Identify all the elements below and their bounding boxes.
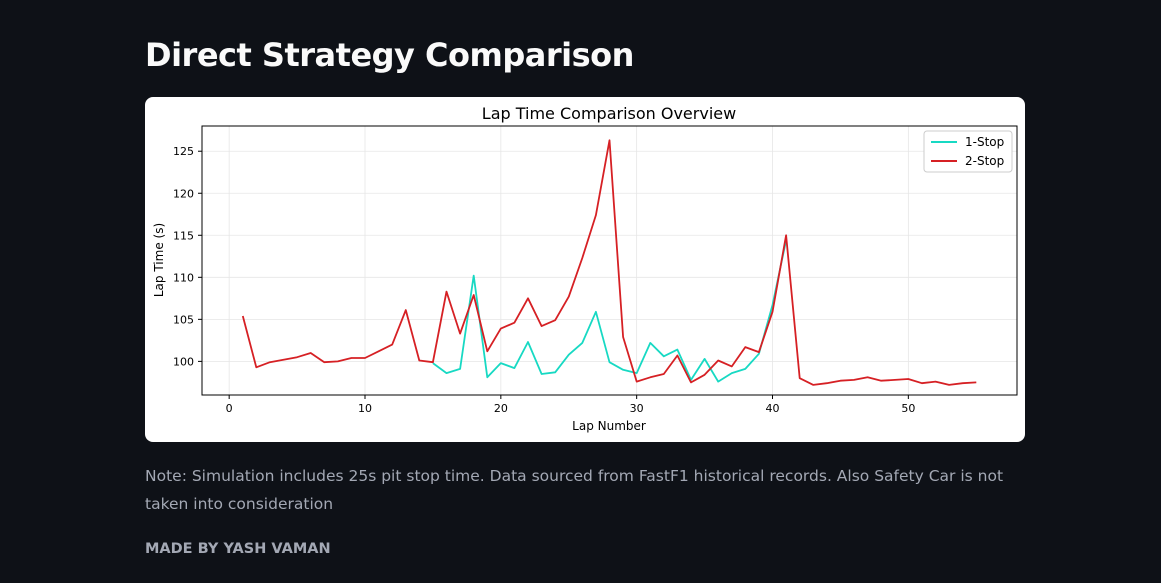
y-tick-label: 120 — [173, 187, 194, 200]
y-tick-label: 105 — [173, 313, 194, 326]
page-title: Direct Strategy Comparison — [145, 36, 634, 74]
lap-time-chart: Lap Time Comparison Overview 0 10 20 30 40 50… — [152, 104, 1018, 433]
series-lines — [241, 139, 977, 386]
x-tick-label: 50 — [901, 402, 915, 415]
legend-label-2-stop: 2-Stop — [965, 154, 1004, 168]
series-line-1-stop — [432, 240, 787, 383]
y-tick-label: 100 — [173, 355, 194, 368]
y-tick-label: 110 — [173, 271, 194, 284]
y-tick-label: 115 — [173, 229, 194, 242]
legend: 1-Stop 2-Stop — [923, 130, 1013, 173]
plot-frame — [201, 125, 1018, 396]
x-tick-label: 20 — [494, 402, 508, 415]
grid-lines — [202, 126, 1017, 395]
note-text: Note: Simulation includes 25s pit stop t… — [145, 467, 1004, 513]
x-tick-label: 40 — [766, 402, 780, 415]
credit-text: MADE BY YASH VAMAN — [145, 541, 331, 557]
chart-title: Lap Time Comparison Overview — [482, 104, 736, 123]
series-line-2-stop — [241, 139, 977, 386]
x-axis-label: Lap Number — [572, 419, 646, 433]
y-tick-label: 125 — [173, 145, 194, 158]
legend-label-1-stop: 1-Stop — [965, 135, 1004, 149]
x-tick-label: 0 — [226, 402, 233, 415]
y-axis-label: Lap Time (s) — [152, 223, 166, 297]
x-tick-label: 10 — [358, 402, 372, 415]
chart-card: Lap Time Comparison Overview 0 10 20 30 40 50… — [145, 97, 1025, 442]
axis-ticks: 0 10 20 30 40 50 100 105 110 115 120 125 — [173, 145, 915, 415]
x-tick-label: 30 — [630, 402, 644, 415]
